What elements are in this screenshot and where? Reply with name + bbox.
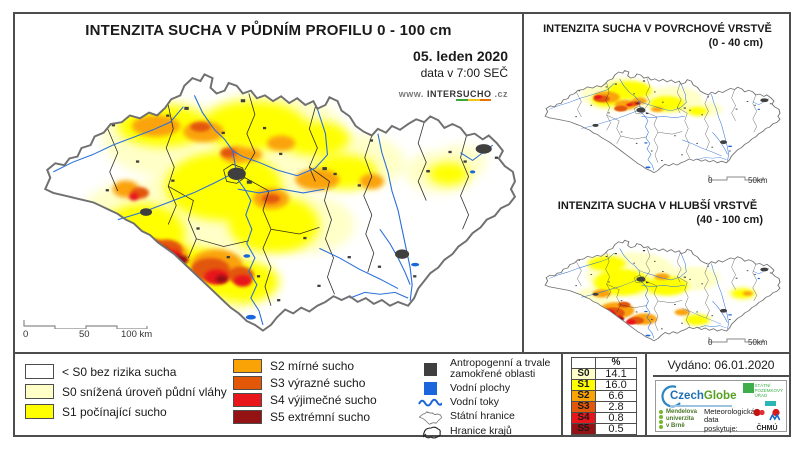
drought-percent-table: % S0 14.1 S1 16.0 S2 6.6 S3 2.8 S4 0.8 S5 0.5 (571, 357, 637, 435)
swatch-s1 (25, 404, 54, 419)
surface-map-title: INTENZITA SUCHA V POVRCHOVÉ VRSTVĚ (0 - … (526, 23, 789, 51)
urban-area-icon (423, 362, 437, 376)
deep-scale-bar: 0 50km (708, 337, 768, 347)
url-sucho: SUCHO (456, 89, 492, 101)
legend-item: S1 počínající sucho (25, 404, 227, 419)
met-provider-text: Meteorologická data poskytuje: (704, 407, 755, 433)
main-map-panel: INTENZITA SUCHA V PŮDNÍM PROFILU 0 - 100… (15, 14, 524, 352)
swatch-s0 (25, 384, 54, 399)
side-maps-panel: INTENZITA SUCHA V POVRCHOVÉ VRSTVĚ (0 - … (526, 14, 789, 352)
legend-item: < S0 bez rizika sucha (25, 364, 227, 379)
legend-item: Vodní toky (417, 396, 559, 409)
main-drought-map (17, 38, 521, 344)
logos-box: CzechGlobe STÁTNÍ POZEMKOVÝ ÚŘAD Mendelova… (655, 380, 787, 432)
issued-panel: Vydáno: 06.01.2020 CzechGlobe STÁTNÍ POZE… (653, 354, 789, 437)
mendelu-logo: Mendelova univerzita v Brně (659, 409, 697, 430)
scale-label-50: 50 (79, 329, 90, 340)
water-area-icon (423, 382, 437, 395)
scale-bar-graphic (23, 320, 148, 330)
table-row: S0 14.1 (571, 368, 637, 380)
table-row: S5 0.5 (571, 423, 637, 435)
poster-frame: INTENZITA SUCHA V PŮDNÍM PROFILU 0 - 100… (13, 12, 791, 439)
main-map-title: INTENZITA SUCHA V PŮDNÍM PROFILU 0 - 100… (85, 22, 452, 39)
deep-map-subtitle: (40 - 100 cm) (696, 213, 763, 226)
legend-divider (645, 354, 647, 435)
scale-label-0: 0 (23, 329, 29, 340)
surface-scale-bar: 0 50km (708, 175, 768, 185)
legend-item: S4 výjimečné sucho (233, 393, 377, 407)
czechglobe-tagline (670, 405, 732, 407)
surface-drought-map (531, 56, 783, 178)
table-header-percent: % (595, 357, 637, 369)
legend-item: S2 mírné sucho (233, 359, 377, 373)
chmu-icon (753, 408, 781, 421)
surface-map-subtitle: (0 - 40 cm) (708, 36, 763, 49)
swatch-s5 (233, 410, 262, 424)
legend-divider (561, 354, 563, 435)
legend-item: S5 extrémní sucho (233, 410, 377, 424)
swatch-below-s0 (25, 364, 54, 379)
url-inter: INTER (426, 89, 457, 99)
mendelu-dots-icon (659, 410, 663, 430)
legend-item: Vodní plochy (417, 382, 559, 395)
region-border-icon (417, 425, 443, 439)
table-row: S4 0.8 (571, 412, 637, 424)
state-border-icon (417, 410, 443, 425)
map-date: 05. leden 2020 (413, 48, 508, 64)
czechglobe-logo: CzechGlobe (660, 384, 736, 408)
date-block: 05. leden 2020 data v 7:00 SEČ www. INTE… (398, 48, 508, 101)
legend-item: S0 snížená úroveň půdní vláhy (25, 384, 227, 399)
url-suffix: .cz (494, 89, 508, 99)
swatch-s3 (233, 376, 262, 390)
map-time-note: data v 7:00 SEČ (420, 66, 508, 80)
legend-column-3: Antropogenní a trvale zamokřené oblasti … (417, 357, 559, 440)
legend-item: Hranice krajů (417, 425, 559, 439)
legend-strip: < S0 bez rizika sucha S0 snížená úroveň … (15, 352, 789, 439)
spu-logo: STÁTNÍ POZEMKOVÝ ÚŘAD (743, 383, 783, 406)
chmu-logo: ČHMÚ (750, 408, 784, 432)
scale-label-100: 100 km (121, 329, 153, 340)
spu-teal-mark (765, 400, 776, 406)
intersucho-url[interactable]: www. INTERSUCHO .cz (398, 89, 508, 101)
url-prefix: www. (398, 89, 424, 99)
legend-item: S3 výrazné sucho (233, 376, 377, 390)
deep-drought-map (531, 226, 783, 346)
table-row: S2 6.6 (571, 390, 637, 402)
legend-item: Státní hranice (417, 410, 559, 425)
spu-icon (743, 383, 755, 393)
deep-map-title: INTENZITA SUCHA V HLUBŠÍ VRSTVĚ (40 - 10… (526, 200, 789, 228)
swatch-s4 (233, 393, 262, 407)
legend-column-2: S2 mírné sucho S3 výrazné sucho S4 výjim… (233, 359, 377, 427)
legend-item: Antropogenní a trvale zamokřené oblasti (417, 357, 559, 381)
table-row: S3 2.8 (571, 401, 637, 413)
legend-column-1: < S0 bez rizika sucha S0 snížená úroveň … (25, 364, 227, 424)
main-scale-bar: 0 50 100 km (23, 316, 163, 346)
issued-date: Vydáno: 06.01.2020 (653, 354, 789, 377)
swatch-s2 (233, 359, 262, 373)
river-icon (417, 398, 443, 408)
table-row: S1 16.0 (571, 379, 637, 391)
